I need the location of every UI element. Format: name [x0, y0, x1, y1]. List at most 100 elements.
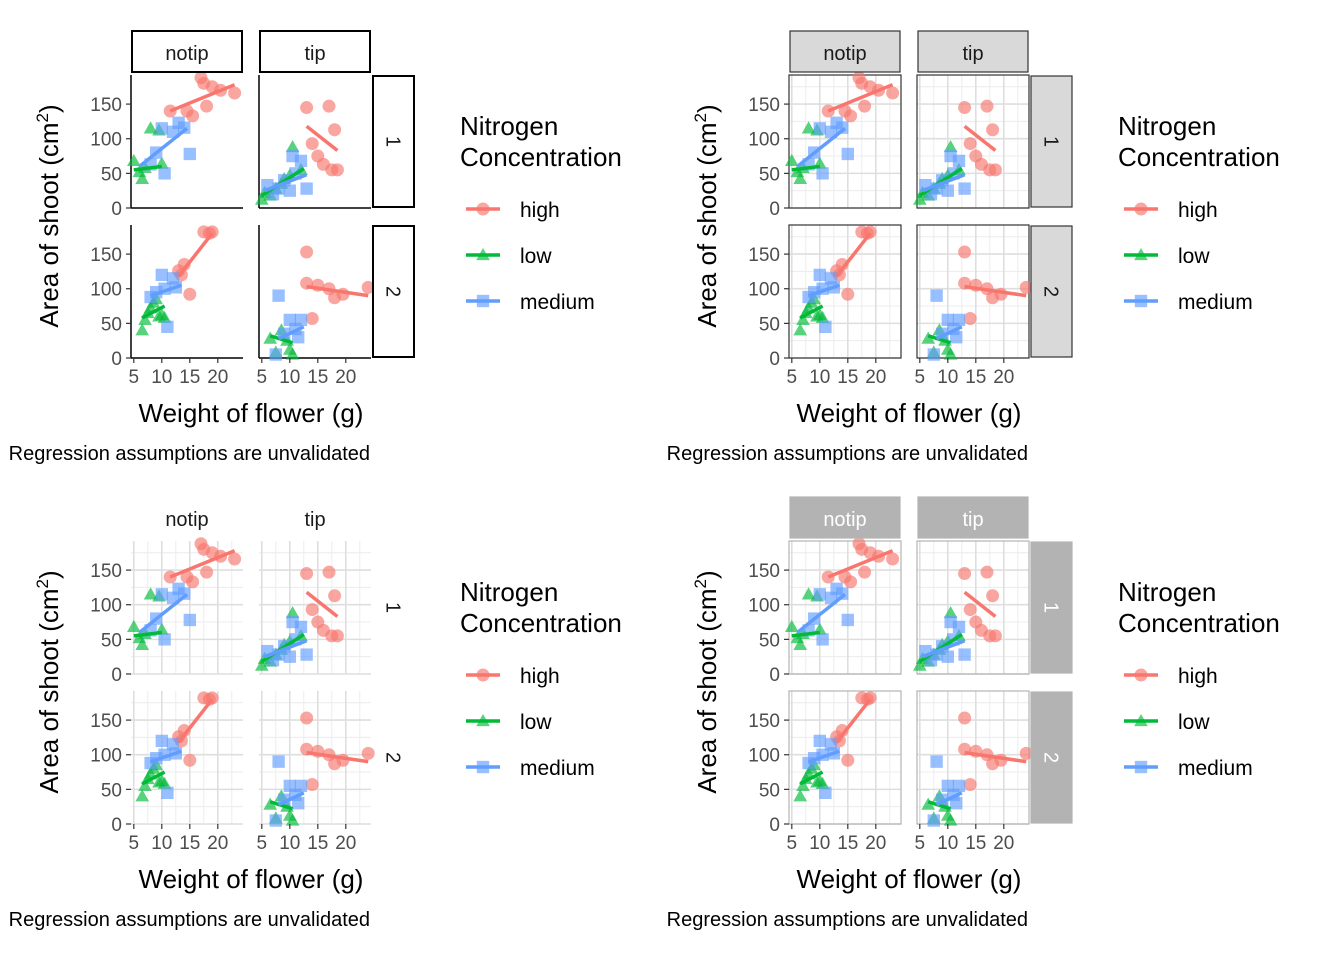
point-high [305, 778, 319, 792]
x-tick-label: 10 [937, 367, 958, 388]
legend-key-triangle [1134, 247, 1148, 261]
point-high [841, 287, 855, 301]
strip-background [372, 75, 415, 208]
strip-label: tip [962, 509, 983, 531]
point-low [796, 778, 810, 792]
point-low [793, 171, 808, 185]
point-medium [183, 613, 196, 627]
y-tick-label: 50 [101, 164, 122, 185]
point-medium [816, 167, 829, 180]
point-high [886, 86, 900, 100]
point-medium [269, 814, 282, 827]
panel-border [788, 224, 902, 359]
point-high [200, 99, 214, 113]
fit-line-medium [808, 749, 840, 764]
legend-label: high [1178, 199, 1218, 222]
point-high [958, 101, 972, 115]
strip-background [789, 30, 901, 73]
y-tick-label: 150 [90, 711, 122, 732]
fit-line-low [799, 304, 824, 320]
strip-label: 2 [1040, 286, 1062, 297]
caption: Regression assumptions are unvalidated [9, 443, 370, 465]
panel-border [916, 74, 1030, 209]
fit-line-low [791, 164, 821, 172]
panel-border [788, 690, 902, 825]
fit-line-high [835, 232, 872, 278]
x-tick-label: 15 [179, 367, 200, 388]
point-high [300, 711, 314, 725]
point-medium [272, 755, 285, 768]
fit-line-low [927, 800, 952, 811]
y-tick-label: 0 [769, 349, 780, 370]
strip-background [1030, 75, 1073, 208]
strip-col-notip: notip [165, 509, 208, 531]
point-high [183, 287, 197, 301]
legend-title: Nitrogen [1118, 577, 1216, 607]
legend-label: low [1178, 711, 1210, 734]
point-medium [272, 289, 285, 302]
legend-label: high [520, 199, 560, 222]
fit-line-high [177, 232, 214, 278]
panel-tip-2: 5 10 15 20 [915, 224, 1033, 388]
point-medium [283, 650, 296, 663]
y-axis-title: Area of shoot (cm2) [33, 570, 64, 793]
y-tick-label: 150 [748, 95, 780, 116]
point-high [986, 589, 1000, 603]
x-tick-label: 20 [993, 367, 1014, 388]
x-axis-title: Weight of flower (g) [797, 398, 1022, 428]
point-low [912, 192, 927, 205]
point-low [254, 192, 269, 205]
point-medium [950, 797, 963, 810]
point-low [784, 619, 799, 633]
legend-label: medium [1178, 757, 1253, 780]
point-high [228, 552, 242, 566]
legend-item-high: high [466, 665, 560, 688]
point-high [328, 123, 342, 137]
strip-row-1: 1 [1030, 75, 1073, 208]
point-medium [952, 154, 966, 168]
fit-line-high [964, 750, 1027, 764]
theme-light-style: 0 50 100 150 0 50 100 150 5 10 15 20 5 10 15 20 notip tip… [667, 496, 1280, 931]
x-axis-title: Weight of flower (g) [797, 864, 1022, 894]
strip-background [789, 496, 901, 539]
strip-background [372, 225, 415, 358]
point-medium [836, 587, 849, 600]
point-low [143, 587, 158, 600]
x-tick-label: 5 [129, 367, 140, 388]
legend-label: high [1178, 665, 1218, 688]
panel-notip-2: 0 50 100 150 5 10 15 20 [748, 690, 902, 854]
legend-key-square [476, 294, 490, 308]
fit-line-high [827, 83, 894, 113]
legend-key-triangle [476, 713, 490, 727]
point-medium [813, 122, 826, 135]
point-high [1019, 746, 1033, 760]
point-high [858, 99, 872, 113]
point-high [186, 109, 200, 123]
point-medium [813, 268, 826, 282]
y-tick-label: 50 [759, 314, 780, 335]
fit-line-medium [796, 592, 847, 634]
strip-col-notip: notip [131, 30, 243, 73]
point-high [886, 552, 900, 566]
panel-tip-1 [254, 541, 371, 675]
strip-col-tip: tip [917, 496, 1029, 539]
legend-key-square [1134, 294, 1148, 308]
panel-tip-1 [912, 74, 1030, 209]
y-tick-label: 0 [769, 199, 780, 220]
point-high [186, 575, 200, 589]
x-tick-label: 20 [865, 833, 886, 854]
fit-line-medium [808, 283, 840, 298]
y-tick-label: 0 [769, 665, 780, 686]
caption: Regression assumptions are unvalidated [9, 909, 370, 931]
point-medium [816, 633, 829, 646]
y-tick-label: 150 [748, 245, 780, 266]
legend-title: Nitrogen [460, 111, 558, 141]
point-medium [836, 121, 849, 134]
theme-linedraw-style: 0 50 100 150 0 50 100 150 5 10 15 20 5 10 15 20 notip tip… [9, 30, 622, 465]
strip-background [917, 30, 1029, 73]
point-high [200, 565, 214, 579]
theme-minimal-style: 0 50 100 150 0 50 100 150 5 10 15 20 5 10 15 20 notip tip… [9, 509, 622, 931]
panel-notip-1: 0 50 100 150 [748, 71, 902, 220]
